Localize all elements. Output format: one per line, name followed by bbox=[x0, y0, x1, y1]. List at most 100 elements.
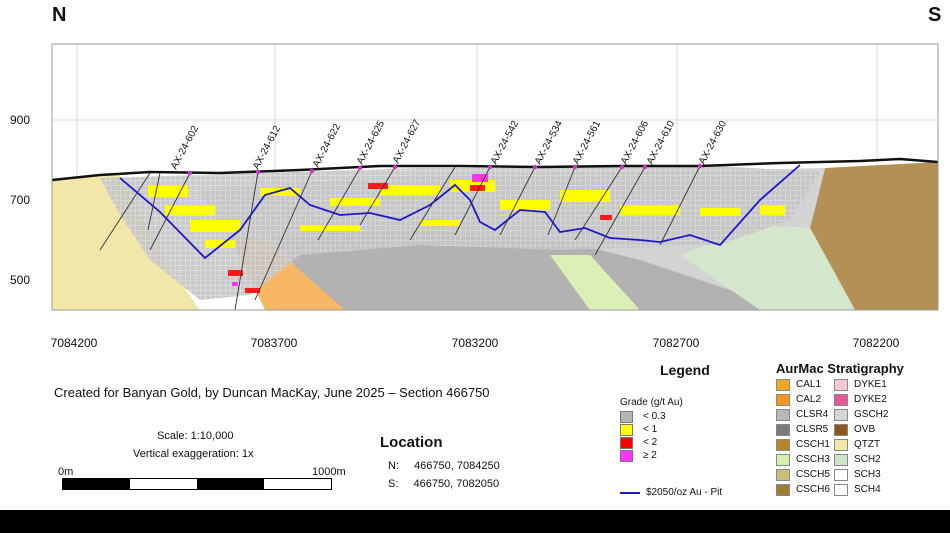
stratigraphy-row: CAL2 bbox=[776, 392, 830, 407]
drill-hole-label: AX-24-561 bbox=[571, 119, 603, 167]
scale-exaggeration: Vertical exaggeration: 1x bbox=[133, 448, 254, 460]
location-s-label: S: bbox=[388, 478, 399, 490]
stratigraphy-swatch bbox=[834, 483, 848, 496]
grade-legend-row: < 2 bbox=[620, 436, 666, 449]
drill-traces bbox=[99, 165, 701, 310]
stratigraphy-row: GSCH2 bbox=[834, 407, 888, 422]
stratigraphy-label: CAL1 bbox=[796, 379, 822, 390]
stratigraphy-row: CLSR5 bbox=[776, 422, 830, 437]
stratigraphy-swatch bbox=[834, 468, 848, 481]
stratigraphy-row: CSCH5 bbox=[776, 467, 830, 482]
stratigraphy-label: CSCH1 bbox=[796, 439, 830, 450]
stratigraphy-label: QTZT bbox=[854, 439, 881, 450]
grade-label: < 1 bbox=[643, 424, 658, 435]
stratigraphy-list-right: DYKE1 DYKE2 GSCH2 OVB QTZT SCH2 SCH3 SCH4 bbox=[834, 377, 888, 497]
drill-hole-label: AX-24-625 bbox=[355, 119, 387, 167]
drill-hole-label: AX-24-612 bbox=[251, 124, 283, 172]
northing-axis: 7084200 7083700 7083200 7082700 7082200 bbox=[51, 336, 900, 350]
stratigraphy-row: CSCH3 bbox=[776, 452, 830, 467]
stratigraphy-row: CLSR4 bbox=[776, 407, 830, 422]
stratigraphy-label: CSCH3 bbox=[796, 454, 830, 465]
northing-tick: 7083700 bbox=[251, 336, 298, 350]
stratigraphy-row: SCH2 bbox=[834, 452, 888, 467]
stratigraphy-swatch bbox=[834, 378, 848, 391]
stratigraphy-label: DYKE2 bbox=[854, 394, 887, 405]
northing-tick: 7082700 bbox=[653, 336, 700, 350]
elevation-tick: 700 bbox=[10, 193, 30, 207]
location-north: N: 466750, 7084250 bbox=[388, 460, 500, 472]
scale-segment bbox=[264, 479, 331, 489]
grade-swatch bbox=[620, 423, 633, 436]
drill-hole-label: AX-24-622 bbox=[311, 122, 343, 170]
location-n-label: N: bbox=[388, 460, 399, 472]
grade-swatch bbox=[620, 410, 633, 423]
drill-hole-labels: AX-24-602 AX-24-612 AX-24-622 AX-24-625 AX-2… bbox=[169, 118, 729, 172]
drill-hole-label: AX-24-542 bbox=[489, 119, 521, 167]
stratigraphy-label: SCH2 bbox=[854, 454, 881, 465]
grade-lt2-blocks bbox=[228, 183, 612, 293]
grade-label: < 0.3 bbox=[643, 411, 666, 422]
stratigraphy-label: OVB bbox=[854, 424, 876, 435]
elevation-tick: 900 bbox=[10, 113, 30, 127]
stratigraphy-label: DYKE1 bbox=[854, 379, 887, 390]
credit-text: Created for Banyan Gold, by Duncan MacKa… bbox=[54, 385, 490, 400]
scale-start-label: 0m bbox=[58, 466, 74, 478]
stratigraphy-label: GSCH2 bbox=[854, 409, 889, 420]
location-n-value: 466750, 7084250 bbox=[414, 460, 500, 472]
stratigraphy-swatch bbox=[776, 453, 790, 466]
location-south: S: 466750, 7082050 bbox=[388, 478, 499, 490]
stratigraphy-swatch bbox=[834, 408, 848, 421]
pit-legend-label: $2050/oz Au - Pit bbox=[646, 487, 723, 498]
northing-tick: 7084200 bbox=[51, 336, 98, 350]
stratigraphy-row: QTZT bbox=[834, 437, 888, 452]
stratigraphy-label: CLSR5 bbox=[796, 424, 829, 435]
stratigraphy-swatch bbox=[776, 438, 790, 451]
north-label: N bbox=[52, 4, 67, 26]
elevation-tick: 500 bbox=[10, 273, 30, 287]
stratigraphy-label: CLSR4 bbox=[796, 409, 829, 420]
map-frame bbox=[51, 43, 939, 311]
stratigraphy-row: OVB bbox=[834, 422, 888, 437]
stratigraphy-row: CSCH6 bbox=[776, 482, 830, 497]
stratigraphy-label: SCH4 bbox=[854, 484, 881, 495]
stratigraphy-label: SCH3 bbox=[854, 469, 881, 480]
stratigraphy-swatch bbox=[834, 393, 848, 406]
grade-ge2-blocks bbox=[232, 174, 488, 286]
scale-bar bbox=[62, 478, 332, 490]
grade-swatch bbox=[620, 449, 633, 462]
stratigraphy-title: AurMac Stratigraphy bbox=[776, 361, 904, 376]
drill-hole-label: AX-24-602 bbox=[169, 124, 201, 172]
grade-legend-title: Grade (g/t Au) bbox=[620, 397, 683, 408]
pit-legend: $2050/oz Au - Pit bbox=[620, 487, 722, 498]
legend-title: Legend bbox=[660, 362, 710, 378]
pit-line-swatch bbox=[620, 491, 640, 494]
stratigraphy-swatch bbox=[776, 393, 790, 406]
cross-section-map: AX-24-602 AX-24-612 AX-24-622 AX-24-625 AX-2… bbox=[10, 43, 939, 350]
block-model bbox=[100, 165, 820, 300]
topography-line bbox=[52, 157, 938, 182]
drill-hole-label: AX-24-630 bbox=[697, 119, 729, 167]
grade-legend-row: ≥ 2 bbox=[620, 449, 666, 462]
stratigraphy-label: CAL2 bbox=[796, 394, 822, 405]
stratigraphy-row: DYKE2 bbox=[834, 392, 888, 407]
stratigraphy-row: SCH4 bbox=[834, 482, 888, 497]
stratigraphy-label: CSCH5 bbox=[796, 469, 830, 480]
unit-ovb bbox=[810, 162, 938, 310]
scale-segment bbox=[130, 479, 197, 489]
stratigraphy-swatch bbox=[776, 483, 790, 496]
stratigraphy-row: DYKE1 bbox=[834, 377, 888, 392]
scale-segment bbox=[197, 479, 264, 489]
scale-ratio: Scale: 1:10,000 bbox=[157, 430, 234, 442]
stratigraphy-list-left: CAL1 CAL2 CLSR4 CLSR5 CSCH1 CSCH3 CSCH5 CSCH6 bbox=[776, 377, 830, 497]
scale-segment bbox=[63, 479, 130, 489]
grade-legend: < 0.3 < 1 < 2 ≥ 2 bbox=[620, 410, 666, 462]
unit-csch3 bbox=[550, 255, 640, 310]
stratigraphy-swatch bbox=[834, 423, 848, 436]
unit-sch2 bbox=[680, 225, 855, 310]
stratigraphy-row: CAL1 bbox=[776, 377, 830, 392]
elevation-axis: 900 700 500 bbox=[10, 113, 30, 287]
drill-hole-label: AX-24-534 bbox=[533, 119, 565, 167]
grade-label: < 2 bbox=[643, 437, 658, 448]
northing-tick: 7083200 bbox=[452, 336, 499, 350]
location-s-value: 466750, 7082050 bbox=[413, 478, 500, 490]
